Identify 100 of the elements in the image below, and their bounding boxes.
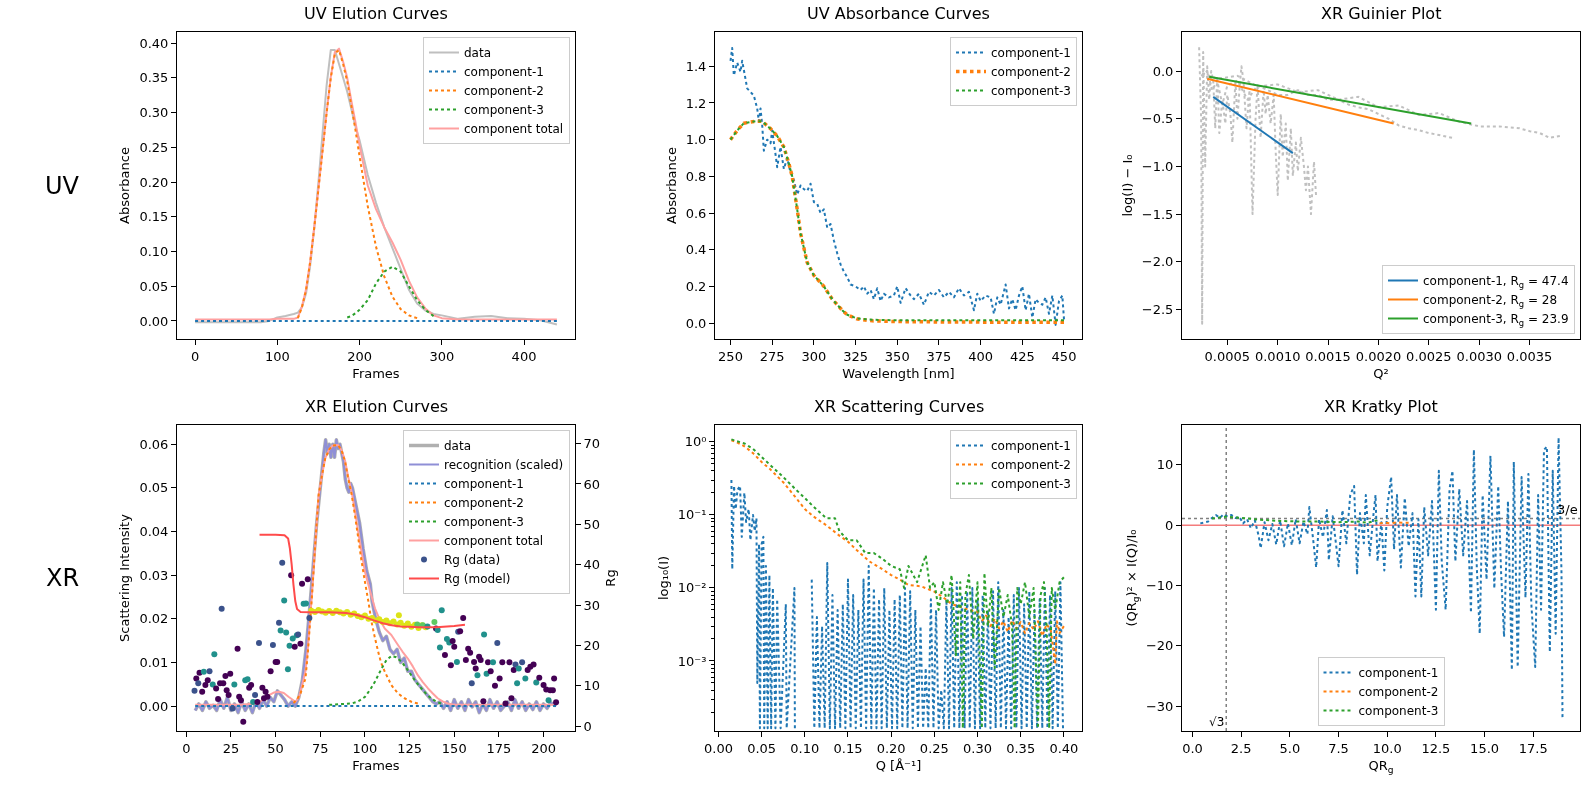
x-tick-label: 0.25 xyxy=(919,740,949,756)
y-tick-label: −1.5 xyxy=(1141,206,1174,222)
x-tick-label: 450 xyxy=(1051,348,1077,364)
y-tick-label: 0.20 xyxy=(139,174,169,190)
x-tick-label: 2.5 xyxy=(1230,740,1252,756)
y-tick-label: 0.0 xyxy=(1152,63,1174,79)
y2-tick-label: 40 xyxy=(583,557,601,573)
x-tick-label: 0.00 xyxy=(703,740,733,756)
x-tick-label: 200 xyxy=(531,740,556,756)
x-axis-title: Wavelength [nm] xyxy=(842,366,955,382)
x-tick-label: 75 xyxy=(312,740,329,756)
legend-label: component-1, R$_{g}$ = 47.4 xyxy=(1423,274,1569,290)
chart-title: XR Elution Curves xyxy=(305,397,449,416)
y2-tick-label: 10 xyxy=(583,678,601,694)
x-tick-label: 250 xyxy=(718,348,743,364)
legend-label: component-2 xyxy=(464,84,544,99)
x-tick-label: 15.0 xyxy=(1470,740,1500,756)
x-axis-title: QR$_{g}$ xyxy=(1368,758,1394,775)
y-tick-label: 10⁻³ xyxy=(677,653,707,669)
x-tick-label: 0 xyxy=(182,740,191,756)
y2-axis-title: Rg xyxy=(602,569,618,587)
legend-label: component-2 xyxy=(1358,685,1439,700)
y2-tick-label: 60 xyxy=(583,476,601,492)
y-tick-label: 0.01 xyxy=(139,655,169,671)
y2-tick-label: 20 xyxy=(583,637,601,653)
y-tick-label: 1.2 xyxy=(685,95,707,111)
x-axis-title: Q² xyxy=(1373,366,1389,382)
y2-tick-label: 50 xyxy=(583,516,601,532)
legend-label: recognition (scaled) xyxy=(444,458,564,473)
y-tick-label: 0.04 xyxy=(139,524,169,540)
y-tick-label: 10 xyxy=(1156,457,1174,473)
y-tick-label: 0.00 xyxy=(139,698,169,714)
x-tick-label: 0.15 xyxy=(833,740,863,756)
x-tick-label: 0.35 xyxy=(1006,740,1036,756)
x-tick-label: 275 xyxy=(759,348,785,364)
legend-label: component-2 xyxy=(444,496,524,511)
x-tick-label: 125 xyxy=(397,740,422,756)
y2-tick-label: 30 xyxy=(583,597,601,613)
x-tick-label: 200 xyxy=(347,348,372,364)
x-tick-label: 0.0025 xyxy=(1406,348,1452,364)
x-tick-label: 175 xyxy=(486,740,512,756)
x-tick-label: 325 xyxy=(843,348,868,364)
y-tick-label: −30 xyxy=(1145,698,1174,714)
y-axis-title: Scattering Intensity xyxy=(117,513,133,642)
y-tick-label: 0.8 xyxy=(685,168,707,184)
legend-label: component-3, R$_{g}$ = 23.9 xyxy=(1423,312,1569,328)
ref-line-label: 3/e xyxy=(1557,502,1578,517)
x-tick-label: 0.0020 xyxy=(1355,348,1402,364)
x-tick-label: 0.0030 xyxy=(1456,348,1502,364)
legend-label: component-1 xyxy=(991,46,1071,61)
y-tick-label: 0.15 xyxy=(139,209,169,225)
legend-label: Rg (model) xyxy=(444,572,511,587)
y-tick-label: −0.5 xyxy=(1141,111,1174,127)
y-axis-title: log₁₀(I) xyxy=(655,555,671,601)
y-tick-label: 10⁰ xyxy=(684,434,707,450)
y-tick-label: −10 xyxy=(1145,578,1174,594)
y-tick-label: 0.35 xyxy=(139,70,169,86)
y-tick-label: 10⁻² xyxy=(677,580,707,596)
x-tick-label: 0.40 xyxy=(1049,740,1079,756)
x-axis-title: Frames xyxy=(352,366,400,382)
y-tick-label: 0.0 xyxy=(685,315,707,331)
x-tick-label: 350 xyxy=(884,348,910,364)
legend-label: component total xyxy=(464,122,564,137)
y-axis-title: Absorbance xyxy=(117,147,133,224)
legend-label: component-1 xyxy=(991,439,1071,454)
x-tick-label: 0.0005 xyxy=(1204,348,1251,364)
x-tick-label: 0.0010 xyxy=(1254,348,1301,364)
legend-label: data xyxy=(444,439,472,454)
y2-tick-label: 0 xyxy=(583,718,592,734)
y-tick-label: 0.06 xyxy=(139,436,169,452)
y-axis-title: log(I) − I₀ xyxy=(1119,154,1135,217)
chart-title: UV Absorbance Curves xyxy=(807,4,990,23)
x-axis-title: Q [Å⁻¹] xyxy=(875,758,922,774)
x-tick-label: 300 xyxy=(429,348,455,364)
legend-label: component-3 xyxy=(1358,704,1439,719)
legend-label: data xyxy=(464,46,492,61)
x-tick-label: 425 xyxy=(1009,348,1035,364)
x-tick-label: 25 xyxy=(222,740,240,756)
x-tick-label: 400 xyxy=(968,348,994,364)
x-tick-label: 100 xyxy=(264,348,290,364)
x-tick-label: 0.0 xyxy=(1182,740,1203,756)
y-tick-label: 1.0 xyxy=(685,132,707,148)
x-tick-label: 100 xyxy=(352,740,378,756)
y-tick-label: 10⁻¹ xyxy=(677,507,707,523)
x-tick-label: 50 xyxy=(267,740,284,756)
y2-tick-label: 70 xyxy=(583,436,601,452)
ref-line-label: √3 xyxy=(1209,715,1225,729)
y-tick-label: −1.0 xyxy=(1141,158,1174,174)
x-tick-label: 0.30 xyxy=(963,740,992,756)
y-tick-label: −2.5 xyxy=(1141,301,1174,317)
legend-label: component total xyxy=(444,534,544,549)
y-tick-label: 0.05 xyxy=(139,278,169,294)
y-tick-label: 0.4 xyxy=(685,242,707,258)
legend-label: component-3 xyxy=(991,84,1071,99)
x-tick-label: 0.10 xyxy=(790,740,820,756)
legend-label: component-3 xyxy=(444,515,524,530)
y-tick-label: −20 xyxy=(1145,638,1174,654)
x-tick-label: 150 xyxy=(441,740,467,756)
x-tick-label: 0.05 xyxy=(747,740,777,756)
chart-title: XR Kratky Plot xyxy=(1324,397,1438,416)
